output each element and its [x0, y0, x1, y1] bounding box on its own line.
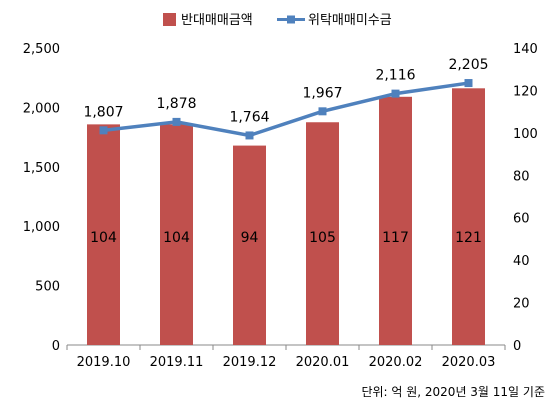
- right-tick-label: 120: [513, 84, 538, 99]
- line-point: [172, 117, 181, 126]
- x-axis: 2019.10 2019.11 2019.12 2020.01 2020.02 2020.…: [66, 345, 506, 370]
- x-tick-label: 2020.01: [296, 355, 350, 370]
- bar-value-label: 94: [241, 230, 259, 246]
- bar: [87, 124, 120, 345]
- bar: [233, 145, 266, 345]
- x-tick-label: 2019.10: [77, 355, 131, 370]
- left-tick-label: 2,500: [23, 42, 60, 57]
- line-point: [391, 89, 400, 98]
- bar-series: [87, 88, 485, 346]
- left-tick-label: 1,000: [23, 220, 60, 235]
- bar: [452, 88, 485, 346]
- line-value-label: 1,807: [83, 104, 123, 120]
- line-value-label: 1,764: [229, 109, 269, 125]
- right-tick-label: 140: [513, 42, 538, 57]
- left-tick-label: 500: [35, 280, 60, 295]
- legend-bar-label: 반대매매금액: [181, 13, 253, 28]
- line-point: [99, 126, 108, 135]
- bar: [379, 96, 412, 346]
- right-tick-label: 60: [513, 212, 530, 227]
- line-value-label: 1,878: [156, 96, 196, 112]
- bar-value-label: 104: [163, 230, 190, 246]
- line-point: [464, 79, 473, 88]
- bar: [160, 124, 193, 345]
- bar-value-label: 117: [382, 230, 409, 246]
- left-tick-label: 1,500: [23, 161, 60, 176]
- bar-value-label: 105: [309, 230, 336, 246]
- line-value-label: 2,205: [448, 57, 488, 73]
- line-labels: 1,807 1,878 1,764 1,967 2,116 2,205: [83, 57, 488, 125]
- line-value-label: 1,967: [302, 85, 342, 101]
- right-tick-label: 0: [513, 339, 521, 354]
- x-tick-label: 2020.02: [369, 355, 423, 370]
- right-axis: 0 20 40 60 80 100 120 140: [513, 42, 538, 354]
- line-series: [99, 79, 473, 140]
- legend-line-label: 위탁매매미수금: [308, 13, 392, 28]
- bar: [306, 122, 339, 345]
- right-tick-label: 80: [513, 169, 530, 184]
- series-line: [103, 81, 469, 138]
- legend-line-marker: [287, 15, 295, 24]
- bar-labels: 104 104 94 105 117 121: [90, 230, 482, 246]
- line-point: [245, 131, 254, 140]
- left-axis: 0 500 1,000 1,500 2,000 2,500: [23, 42, 60, 354]
- bar-value-label: 104: [90, 230, 117, 246]
- right-tick-label: 40: [513, 254, 530, 269]
- right-tick-label: 100: [513, 127, 538, 142]
- legend-bar-swatch: [163, 13, 176, 26]
- line-point: [318, 107, 327, 116]
- left-tick-label: 2,000: [23, 101, 60, 116]
- x-tick-label: 2019.11: [150, 355, 204, 370]
- unit-note: 단위: 억 원, 2020년 3월 11일 기준: [361, 385, 545, 399]
- right-tick-label: 20: [513, 297, 530, 312]
- x-tick-label: 2019.12: [223, 355, 277, 370]
- line-value-label: 2,116: [375, 68, 415, 84]
- legend: 반대매매금액 위탁매매미수금: [163, 13, 392, 28]
- bar-value-label: 121: [455, 230, 482, 246]
- x-tick-label: 2020.03: [442, 355, 496, 370]
- left-tick-label: 0: [52, 339, 60, 354]
